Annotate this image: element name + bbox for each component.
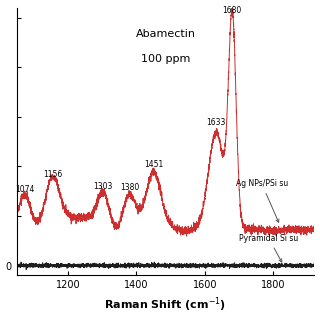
- X-axis label: Raman Shift (cm$^{-1}$): Raman Shift (cm$^{-1}$): [105, 296, 227, 315]
- Text: 1380: 1380: [120, 183, 139, 192]
- Text: Ag NPs/PSi su: Ag NPs/PSi su: [236, 179, 288, 222]
- Text: Abamectin: Abamectin: [135, 29, 196, 39]
- Text: 100 ppm: 100 ppm: [141, 53, 190, 64]
- Text: Pyramidal Si su: Pyramidal Si su: [239, 234, 298, 262]
- Text: 1074: 1074: [15, 185, 35, 194]
- Text: 1633: 1633: [206, 118, 226, 127]
- Text: 1156: 1156: [43, 170, 62, 179]
- Text: 1680: 1680: [223, 6, 242, 15]
- Text: 1451: 1451: [144, 160, 164, 169]
- Text: 1303: 1303: [93, 182, 113, 191]
